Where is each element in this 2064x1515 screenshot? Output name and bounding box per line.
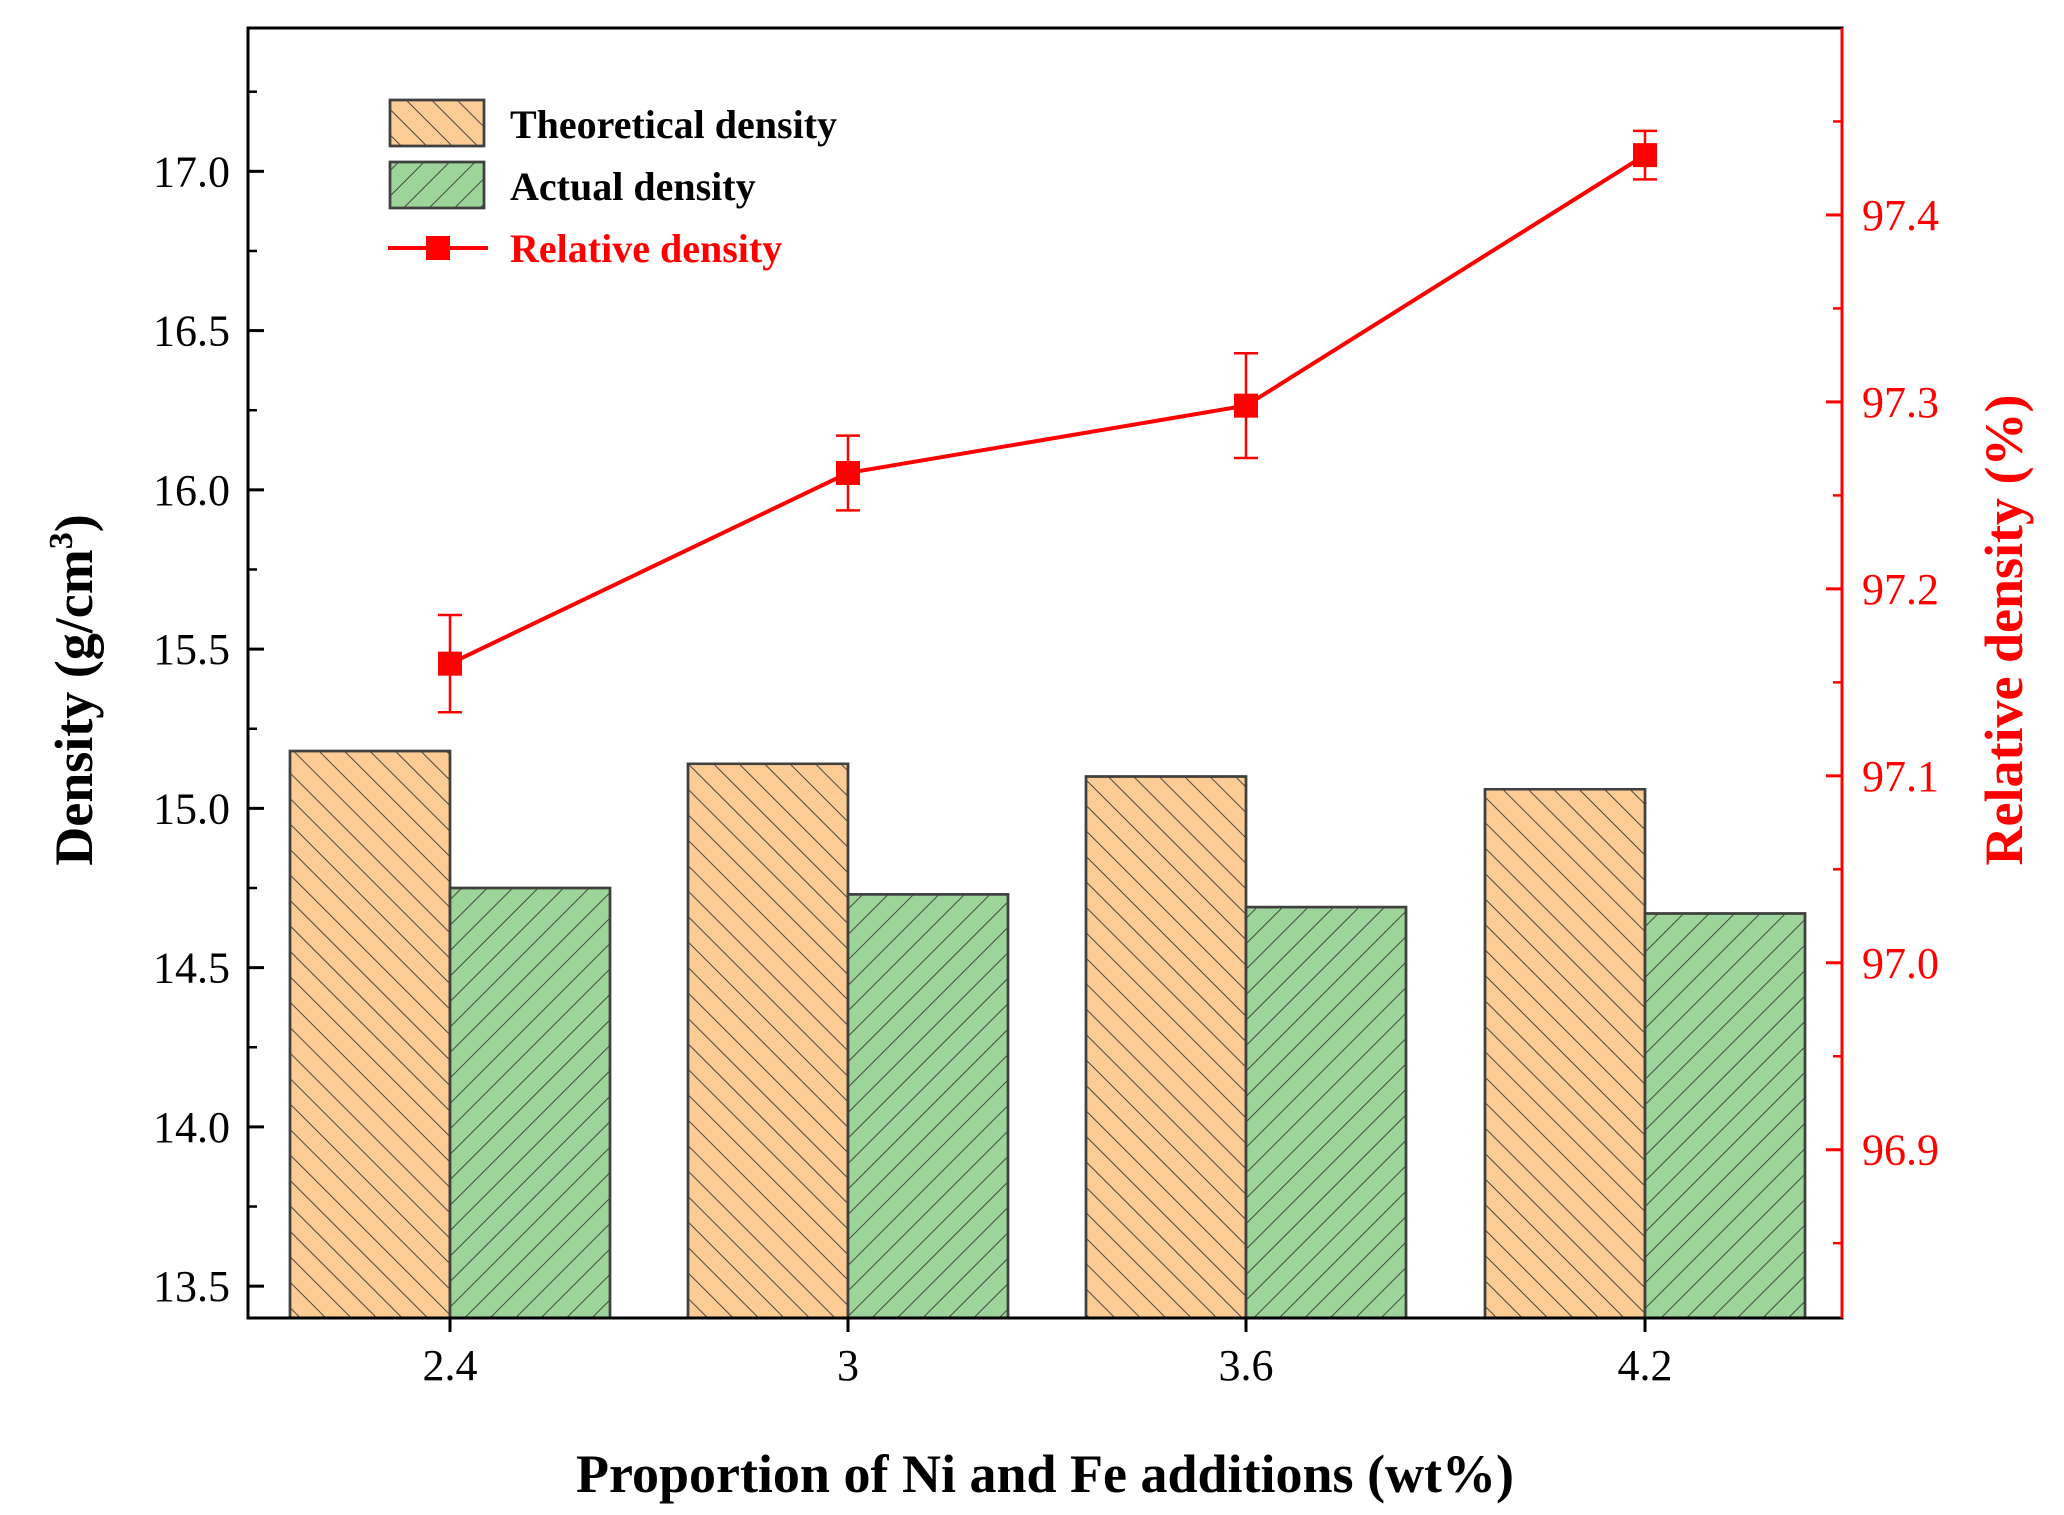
y2-tick-label-97.0: 97.0 (1862, 939, 1939, 988)
y2-tick-label-96.9: 96.9 (1862, 1126, 1939, 1175)
x-tick-label-3.6: 3.6 (1219, 1341, 1274, 1390)
y2-axis-title: Relative density (%) (1974, 395, 2034, 866)
relative-density-point-4.2 (1633, 143, 1657, 168)
y-tick-label-15.0: 15.0 (153, 784, 230, 833)
x-tick-label-3: 3 (837, 1341, 859, 1390)
bar-theoretical-2.4-hatch (288, 749, 452, 1320)
y-tick-label-14.0: 14.0 (153, 1103, 230, 1152)
y-axis-title: Density (g/cm3) (43, 514, 104, 865)
left-y-axis: 13.5 14.0 14.5 15.0 15.5 16.0 16.5 17.0 (153, 90, 264, 1311)
legend: Theoretical density Actual density Relat… (388, 98, 837, 271)
x-tick-label-2.4: 2.4 (423, 1341, 478, 1390)
y-tick-label-13.5: 13.5 (153, 1262, 230, 1311)
y2-tick-label-97.1: 97.1 (1862, 752, 1939, 801)
bar-actual-3.6-hatch (1244, 905, 1408, 1320)
legend-label-relative: Relative density (510, 226, 782, 271)
x-axis-title: Proportion of Ni and Fe additions (wt%) (576, 1444, 1514, 1504)
legend-swatch-theoretical-hatch (388, 98, 486, 148)
right-y-axis: 96.9 97.0 97.1 97.2 97.3 97.4 (1826, 120, 1939, 1245)
y-axis-title-end: ) (44, 514, 104, 532)
y-tick-label-15.5: 15.5 (153, 625, 230, 674)
relative-density-point-3 (836, 460, 860, 485)
legend-marker-relative (426, 236, 450, 260)
y-tick-label-16.5: 16.5 (153, 307, 230, 356)
y-axis-title-sup: 3 (43, 532, 80, 549)
y2-tick-label-97.2: 97.2 (1862, 565, 1939, 614)
y-axis-title-main: Density (g/cm (44, 549, 104, 865)
bar-actual-3-hatch (846, 893, 1010, 1320)
bar-theoretical-3.6-hatch (1084, 775, 1248, 1320)
y-tick-label-17.0: 17.0 (153, 147, 230, 196)
relative-density-point-3.6 (1234, 393, 1258, 418)
y-tick-label-16.0: 16.0 (153, 466, 230, 515)
relative-density-line (449, 153, 1647, 666)
bar-theoretical-4.2-hatch (1483, 788, 1647, 1320)
relative-density-point-2.4 (438, 651, 462, 676)
legend-label-actual: Actual density (510, 164, 756, 209)
bar-actual-2.4-hatch (448, 886, 612, 1320)
legend-swatch-actual-hatch (388, 160, 486, 210)
y2-tick-label-97.4: 97.4 (1862, 191, 1939, 240)
bar-actual-4.2-hatch (1643, 912, 1807, 1320)
y-tick-label-14.5: 14.5 (153, 944, 230, 993)
bar-theoretical-3-hatch (686, 762, 850, 1320)
y2-tick-label-97.3: 97.3 (1862, 378, 1939, 427)
bars-layer (288, 749, 1807, 1320)
x-tick-label-4.2: 4.2 (1618, 1341, 1673, 1390)
legend-label-theoretical: Theoretical density (510, 102, 837, 147)
x-axis: 2.4 3 3.6 4.2 (423, 1318, 1673, 1390)
relative-density-layer (438, 129, 1657, 714)
